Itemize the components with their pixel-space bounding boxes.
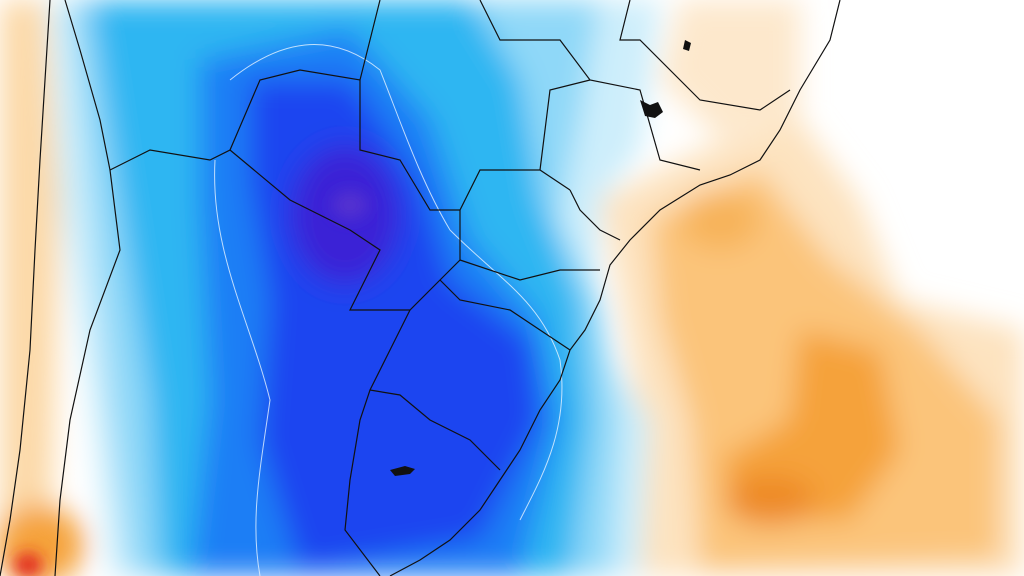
border-line (54, 169, 121, 576)
warm-region-west (0, 0, 60, 576)
coastline-east (389, 0, 841, 576)
warm-coastal (680, 190, 760, 250)
lakes-islands (390, 40, 691, 476)
contour-lines (214, 44, 563, 576)
cold-core-purple (332, 191, 368, 219)
contour-line (229, 44, 563, 521)
borders (0, 0, 841, 576)
warm-region-north (660, 0, 800, 140)
border-line (359, 80, 571, 211)
border-line (64, 0, 381, 171)
coastline-west (0, 0, 51, 576)
warm-core-deep (720, 330, 900, 520)
border-line (229, 149, 461, 311)
border-line (619, 0, 791, 111)
local-extremes (14, 191, 368, 576)
island (683, 40, 691, 51)
border-line (569, 189, 621, 241)
contour-line (214, 159, 271, 576)
border-line (459, 259, 600, 281)
border-line (369, 389, 501, 471)
lake (390, 466, 415, 476)
island (640, 100, 663, 118)
warm-core-red (14, 553, 42, 576)
border-line (439, 279, 571, 351)
warm-core-darkest (725, 475, 815, 525)
border-line (344, 309, 411, 576)
border-line (539, 79, 591, 171)
